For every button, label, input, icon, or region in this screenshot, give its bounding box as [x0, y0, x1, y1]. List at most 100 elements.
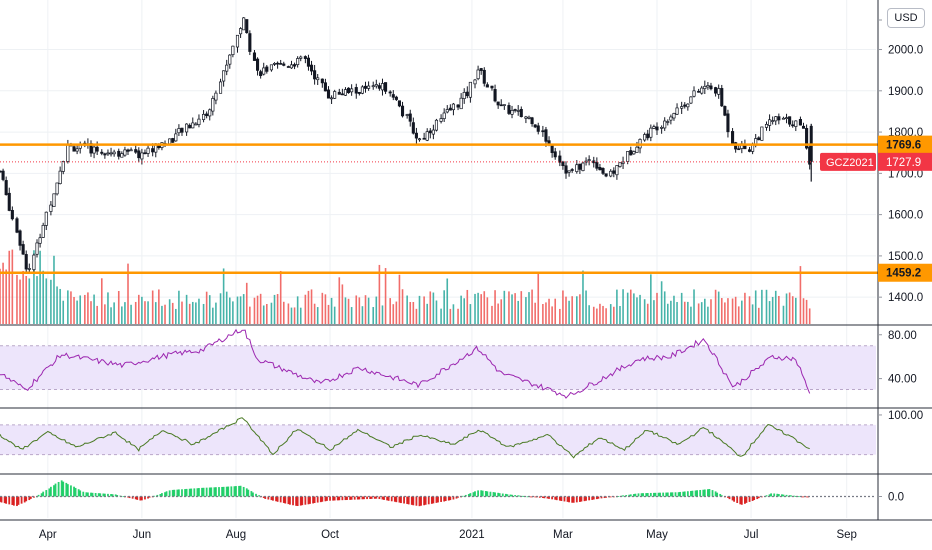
time-tick-label: Sep [836, 529, 856, 541]
candle-body [188, 124, 192, 129]
time-tick-label: Jun [133, 529, 152, 541]
histogram-bar [797, 496, 800, 498]
candle-body [553, 151, 557, 158]
volume-bar [643, 299, 646, 324]
time-tick-label: Mar [553, 529, 573, 541]
histogram-bar [751, 496, 754, 501]
volume-bar [389, 298, 391, 324]
histogram-bar [511, 494, 513, 497]
histogram-bar [196, 488, 199, 497]
candle-body [524, 116, 528, 119]
volume-bar [483, 291, 486, 324]
histogram-bar [221, 486, 223, 497]
candle-body [781, 117, 786, 120]
candle-body [41, 224, 45, 238]
histogram-bar [363, 496, 365, 500]
histogram-bar [40, 493, 43, 497]
candle-body [61, 161, 65, 172]
volume-bar [324, 294, 327, 324]
volume-bar [175, 308, 177, 324]
volume-bar [517, 300, 519, 324]
volume-bar [270, 302, 273, 324]
currency-button[interactable]: USD [887, 8, 925, 28]
volume-bar [19, 279, 21, 324]
volume-bar [266, 304, 268, 324]
histogram-bar [11, 496, 14, 506]
candle-body [340, 93, 344, 96]
histogram-bar [518, 495, 521, 497]
histogram-bar [699, 489, 702, 497]
volume-bar [609, 304, 612, 324]
candle-body [649, 127, 653, 138]
candle-body [652, 126, 656, 129]
volume-bar [511, 294, 513, 324]
price-pane[interactable] [0, 17, 878, 324]
histogram-bar [719, 493, 722, 497]
volume-bar [754, 290, 757, 324]
candle-body [222, 70, 226, 82]
volume-bar [714, 289, 717, 324]
oscillator-pane[interactable] [0, 417, 876, 459]
volume-bar [761, 289, 763, 324]
candle-body [459, 97, 463, 110]
volume-bar [242, 294, 245, 324]
histogram-bar [344, 496, 347, 501]
histogram-bar [654, 492, 657, 497]
histogram-bar [646, 493, 649, 497]
histogram-bar [210, 487, 213, 497]
candle-body [493, 89, 497, 102]
volume-bar [629, 289, 632, 324]
histogram-pane[interactable] [0, 480, 876, 507]
candle-body [126, 149, 130, 152]
volume-bar [717, 291, 720, 324]
volume-bar [757, 307, 760, 324]
volume-bar [663, 291, 666, 324]
histogram-bar [134, 496, 137, 500]
candle-body [323, 82, 327, 92]
volume-bar [680, 292, 683, 324]
histogram-bar [728, 496, 731, 500]
volume-bar [426, 303, 429, 324]
volume-bar [599, 303, 601, 324]
volume-bars [0, 249, 811, 324]
price-tick-label: 1900.0 [888, 86, 923, 98]
volume-bar [582, 270, 584, 324]
candle-body [584, 160, 588, 163]
histogram-bar [49, 486, 52, 497]
histogram-bar [506, 494, 509, 497]
histogram-bar [20, 496, 23, 504]
indicator-tick-label: 80.00 [888, 330, 917, 342]
histogram-bar [373, 496, 376, 499]
volume-bar [731, 298, 734, 324]
candle-body [451, 103, 455, 111]
candle-body [666, 121, 670, 123]
volume-bar [361, 306, 364, 324]
rsi-pane[interactable] [0, 328, 876, 399]
time-tick-label: 2021 [459, 529, 485, 541]
candle-body [737, 148, 741, 151]
histogram-bar [295, 496, 298, 506]
histogram-bar [90, 492, 92, 497]
volume-bar [16, 274, 18, 324]
histogram-bar [720, 495, 723, 497]
volume-bar [5, 269, 7, 324]
volume-bar [409, 302, 412, 324]
volume-bar [676, 301, 678, 324]
histogram-bar [140, 496, 143, 501]
candle-body [660, 126, 664, 129]
histogram-bar [208, 487, 211, 497]
candle-body [7, 192, 11, 211]
histogram-bar [649, 492, 652, 497]
candle-body [214, 92, 218, 101]
time-axis[interactable]: Apr Jun Aug Oct 2021 Mar May Jul Sep [39, 529, 857, 541]
volume-bar [138, 294, 140, 324]
candle-body [191, 122, 195, 129]
histogram-bar [188, 488, 191, 497]
candle-body [337, 91, 341, 95]
histogram-bar [338, 496, 341, 501]
volume-bar [687, 301, 689, 324]
volume-bar [639, 294, 641, 324]
volume-bar [33, 250, 35, 324]
candle-body [245, 19, 249, 34]
